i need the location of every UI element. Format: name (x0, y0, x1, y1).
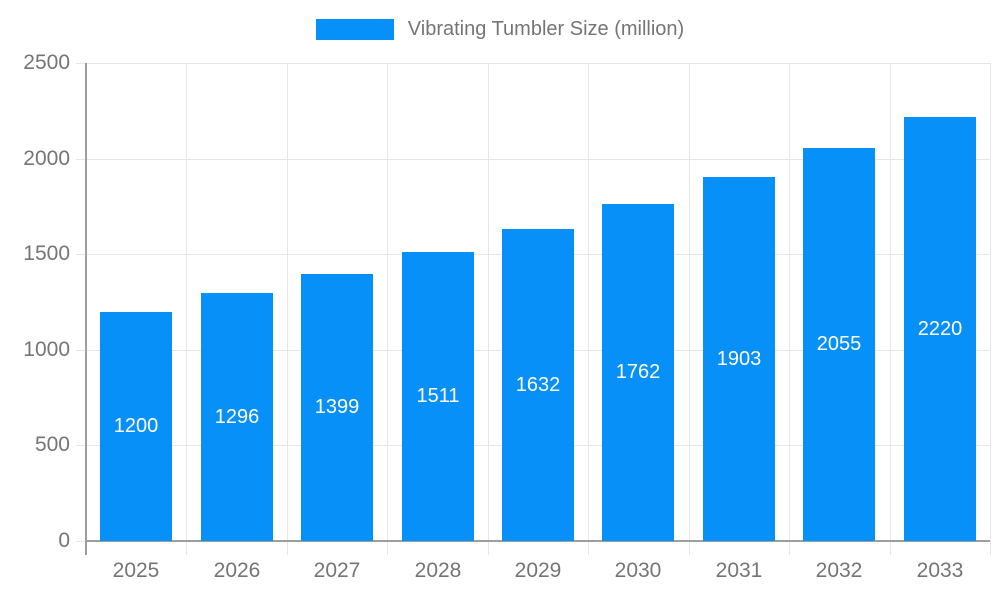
x-tick-label: 2027 (313, 559, 361, 582)
x-axis-labels: 2025 2026 2027 2028 2029 2030 2031 2032 2033 (86, 551, 990, 591)
bar-value-label: 1399 (314, 396, 360, 418)
bar-2025[interactable]: 1200 (100, 312, 172, 541)
v-gridline (287, 63, 288, 555)
plot-area: 1200 1296 1399 1511 1632 1762 1903 2055 2220 (76, 63, 991, 555)
x-tick-label: 2026 (213, 559, 261, 582)
bar-value-label: 1200 (113, 415, 159, 437)
x-tick-label: 2030 (614, 559, 662, 582)
y-tick-label: 0 (58, 529, 70, 552)
bar-value-label: 2220 (917, 317, 963, 340)
legend-swatch-icon (315, 19, 394, 40)
bar-2033[interactable]: 2220 (904, 117, 976, 541)
v-gridline (689, 63, 690, 555)
bar-value-label: 1296 (214, 405, 260, 428)
y-axis-labels: 0 500 1000 1500 2000 2500 (0, 51, 70, 552)
legend: Vibrating Tumbler Size (million) (0, 18, 1000, 41)
v-gridline (588, 63, 589, 555)
bar-value-label: 1903 (716, 347, 762, 370)
bar-value-label: 1511 (416, 385, 460, 407)
v-gridline (990, 63, 991, 555)
y-tick-label: 500 (34, 433, 70, 456)
x-axis-line (86, 540, 990, 542)
x-tick-label: 2033 (916, 559, 964, 582)
legend-item[interactable]: Vibrating Tumbler Size (million) (315, 18, 685, 41)
y-tick-label: 1500 (23, 242, 70, 265)
v-gridline (890, 63, 891, 555)
y-tick-label: 2000 (23, 147, 70, 170)
bar-2032[interactable]: 2055 (803, 148, 875, 541)
h-gridline (76, 159, 990, 160)
x-tick-label: 2032 (815, 559, 863, 582)
x-tick-label: 2031 (715, 559, 763, 582)
bar-value-label: 2055 (816, 333, 862, 355)
bar-2031[interactable]: 1903 (703, 177, 775, 541)
x-tick-label: 2025 (112, 559, 160, 582)
v-gridline (789, 63, 790, 555)
bar-value-label: 1632 (515, 373, 561, 396)
bar-2027[interactable]: 1399 (301, 274, 373, 541)
x-tick-label: 2028 (414, 559, 462, 582)
bar-2028[interactable]: 1511 (402, 252, 474, 541)
y-tick-label: 2500 (23, 51, 70, 74)
bar-2030[interactable]: 1762 (602, 204, 674, 541)
y-tick-label: 1000 (23, 338, 70, 361)
v-gridline (387, 63, 388, 555)
bar-2026[interactable]: 1296 (201, 293, 273, 541)
h-gridline (76, 63, 990, 64)
x-tick-label: 2029 (514, 559, 562, 582)
bar-2029[interactable]: 1632 (502, 229, 574, 541)
v-gridline (488, 63, 489, 555)
legend-label: Vibrating Tumbler Size (million) (407, 18, 685, 40)
y-axis-line (85, 63, 87, 555)
bar-value-label: 1762 (615, 361, 661, 383)
v-gridline (186, 63, 187, 555)
